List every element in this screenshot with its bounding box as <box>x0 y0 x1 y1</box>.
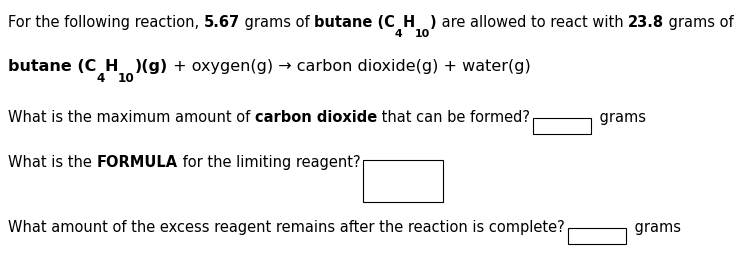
Text: For the following reaction,: For the following reaction, <box>8 15 204 30</box>
Text: for the limiting reagent?: for the limiting reagent? <box>178 154 360 169</box>
Bar <box>363 160 444 202</box>
Text: that can be formed?: that can be formed? <box>377 110 530 125</box>
Text: grams of: grams of <box>240 15 314 30</box>
Text: ): ) <box>430 15 437 30</box>
Text: butane (C: butane (C <box>8 59 97 74</box>
Text: grams of: grams of <box>664 15 738 30</box>
Text: 5.67: 5.67 <box>204 15 240 30</box>
Text: 4: 4 <box>395 29 403 39</box>
Text: What is the: What is the <box>8 154 97 169</box>
Text: carbon dioxide: carbon dioxide <box>255 110 377 125</box>
Text: 4: 4 <box>97 71 105 84</box>
Text: 23.8: 23.8 <box>628 15 664 30</box>
Text: )(g): )(g) <box>135 59 168 74</box>
Text: What amount of the excess reagent remains after the reaction is complete?: What amount of the excess reagent remain… <box>8 219 565 234</box>
Text: butane (C: butane (C <box>314 15 395 30</box>
Text: + oxygen(g) → carbon dioxide(g) + water(g): + oxygen(g) → carbon dioxide(g) + water(… <box>168 59 531 74</box>
Bar <box>533 119 591 135</box>
Text: FORMULA: FORMULA <box>97 154 178 169</box>
Text: H: H <box>105 59 118 74</box>
Text: grams: grams <box>595 110 646 125</box>
Text: 10: 10 <box>118 71 135 84</box>
Text: H: H <box>403 15 415 30</box>
Text: What is the maximum amount of: What is the maximum amount of <box>8 110 255 125</box>
Text: 10: 10 <box>415 29 430 39</box>
Bar <box>568 228 626 244</box>
Text: are allowed to react with: are allowed to react with <box>437 15 628 30</box>
Text: grams: grams <box>630 219 680 234</box>
